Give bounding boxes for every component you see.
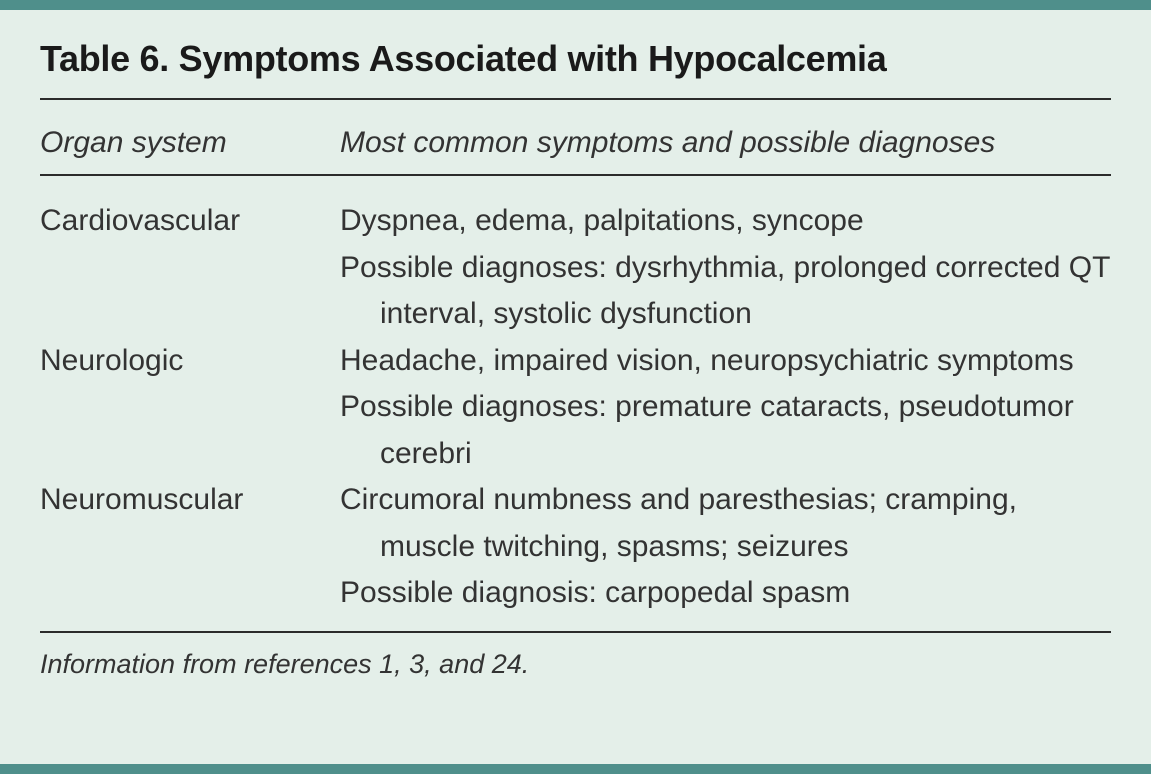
organ-system-cell: Neuromuscular <box>40 477 340 617</box>
symptom-line: Dyspnea, edema, palpitations, syncope <box>340 198 1111 245</box>
diagnosis-line: Possible diagnoses: premature cataracts,… <box>340 384 1111 477</box>
organ-system-cell: Neurologic <box>40 338 340 478</box>
table-footnote: Information from references 1, 3, and 24… <box>40 633 1111 680</box>
table-row: Neuromuscular Circumoral numbness and pa… <box>40 477 1111 617</box>
table-body: Cardiovascular Dyspnea, edema, palpitati… <box>40 176 1111 633</box>
organ-system-cell: Cardiovascular <box>40 198 340 338</box>
symptom-line: Headache, impaired vision, neuropsychiat… <box>340 338 1111 385</box>
symptom-line: Circumoral numbness and paresthesias; cr… <box>340 477 1111 570</box>
symptoms-cell: Headache, impaired vision, neuropsychiat… <box>340 338 1111 478</box>
medical-table: Table 6. Symptoms Associated with Hypoca… <box>0 0 1151 774</box>
column-header-organ-system: Organ system <box>40 126 340 160</box>
diagnosis-line: Possible diagnoses: dysrhythmia, prolong… <box>340 245 1111 338</box>
table-title: Table 6. Symptoms Associated with Hypoca… <box>40 38 1111 100</box>
column-header-symptoms: Most common symptoms and possible diagno… <box>340 126 1111 160</box>
symptoms-cell: Dyspnea, edema, palpitations, syncope Po… <box>340 198 1111 338</box>
symptoms-cell: Circumoral numbness and paresthesias; cr… <box>340 477 1111 617</box>
table-row: Neurologic Headache, impaired vision, ne… <box>40 338 1111 478</box>
table-row: Cardiovascular Dyspnea, edema, palpitati… <box>40 198 1111 338</box>
table-header-row: Organ system Most common symptoms and po… <box>40 100 1111 176</box>
diagnosis-line: Possible diagnosis: carpopedal spasm <box>340 570 1111 617</box>
